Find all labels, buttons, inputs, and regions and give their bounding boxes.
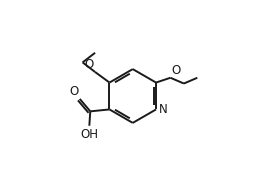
Text: N: N [159,103,168,116]
Text: O: O [85,58,94,71]
Text: OH: OH [80,128,98,141]
Text: O: O [69,85,78,98]
Text: O: O [171,64,180,77]
